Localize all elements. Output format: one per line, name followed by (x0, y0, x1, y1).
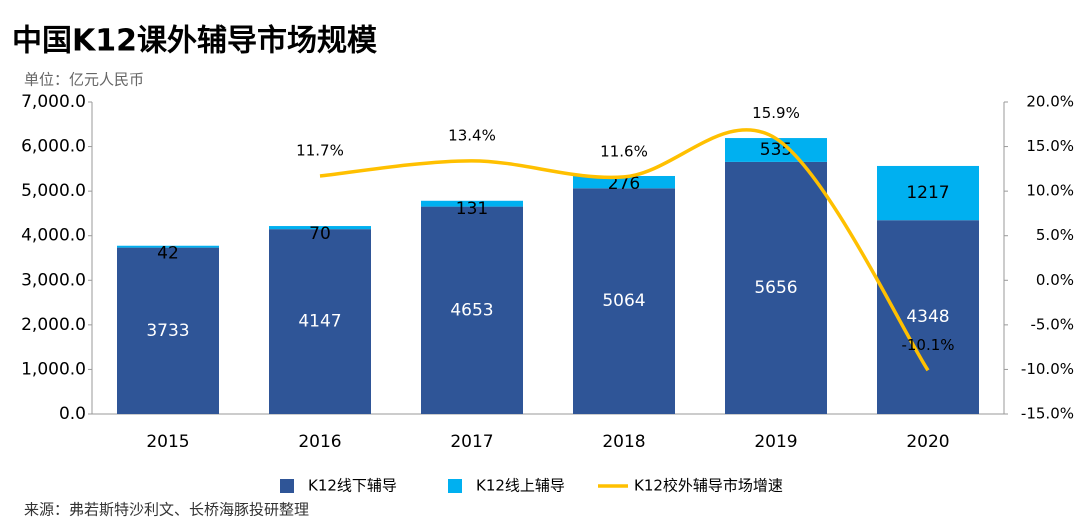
y2-tick-label: 20.0% (1026, 93, 1074, 111)
y-tick-label: 5,000.0 (21, 181, 86, 201)
y2-tick-label: -5.0% (1030, 315, 1074, 333)
data-label: 1217 (906, 183, 949, 203)
bar-segment (117, 247, 219, 414)
y2-tick-label: 5.0% (1036, 226, 1074, 244)
x-tick-label: 2019 (754, 432, 797, 452)
bar-segment (421, 200, 523, 207)
data-label: 131 (456, 199, 488, 219)
y-tick-label: 3,000.0 (21, 270, 86, 290)
legend-swatch (448, 479, 462, 493)
bar-segment (725, 138, 827, 162)
data-label: 535 (760, 140, 792, 160)
y2-tick-label: 10.0% (1026, 182, 1074, 200)
line-label: 13.4% (448, 126, 496, 144)
x-tick-label: 2018 (602, 432, 645, 452)
line-label: 11.6% (600, 142, 648, 160)
chart-title: 中国K12课外辅导市场规模 (12, 24, 377, 59)
line-label: -10.1% (901, 336, 954, 354)
bar-segment (421, 206, 523, 414)
data-label: 4147 (298, 312, 341, 332)
x-tick-label: 2015 (146, 432, 189, 452)
y2-tick-label: 0.0% (1036, 271, 1074, 289)
unit-label: 单位：亿元人民币 (24, 71, 144, 89)
bar-segment (877, 220, 979, 414)
data-label: 3733 (146, 321, 189, 341)
bar-segment (117, 245, 219, 248)
y2-tick-label: -10.0% (1021, 360, 1074, 378)
y2-tick-label: 15.0% (1026, 137, 1074, 155)
source: 来源：弗若斯特沙利文、长桥海豚投研整理 (24, 501, 309, 519)
line-label: 11.7% (296, 141, 344, 159)
bar-segment (725, 161, 827, 414)
legend-label: K12线下辅导 (308, 477, 397, 495)
y-tick-label: 0.0 (59, 404, 86, 424)
x-tick-label: 2017 (450, 432, 493, 452)
bar-segment (269, 226, 371, 230)
y-tick-label: 4,000.0 (21, 226, 86, 246)
data-label: 70 (309, 224, 331, 244)
data-label: 4348 (906, 307, 949, 327)
x-tick-label: 2020 (906, 432, 949, 452)
data-label: 4653 (450, 300, 493, 320)
legend-label: K12校外辅导市场增速 (634, 477, 783, 495)
data-label: 42 (157, 244, 179, 264)
y-tick-label: 7,000.0 (21, 92, 86, 112)
y-tick-label: 2,000.0 (21, 315, 86, 335)
legend-label: K12线上辅导 (476, 477, 565, 495)
growth-line (319, 128, 930, 372)
bar-segment (269, 229, 371, 414)
bar-segment (573, 175, 675, 189)
x-tick-label: 2016 (298, 432, 341, 452)
data-label: 5656 (754, 278, 797, 298)
data-label: 5064 (602, 291, 645, 311)
legend-swatch (280, 479, 294, 493)
bar-segment (877, 165, 979, 221)
y2-tick-label: -15.0% (1021, 405, 1074, 423)
line-label: 15.9% (752, 104, 800, 122)
y-tick-label: 6,000.0 (21, 137, 86, 157)
y-tick-label: 1,000.0 (21, 359, 86, 379)
bar-segment (573, 188, 675, 414)
